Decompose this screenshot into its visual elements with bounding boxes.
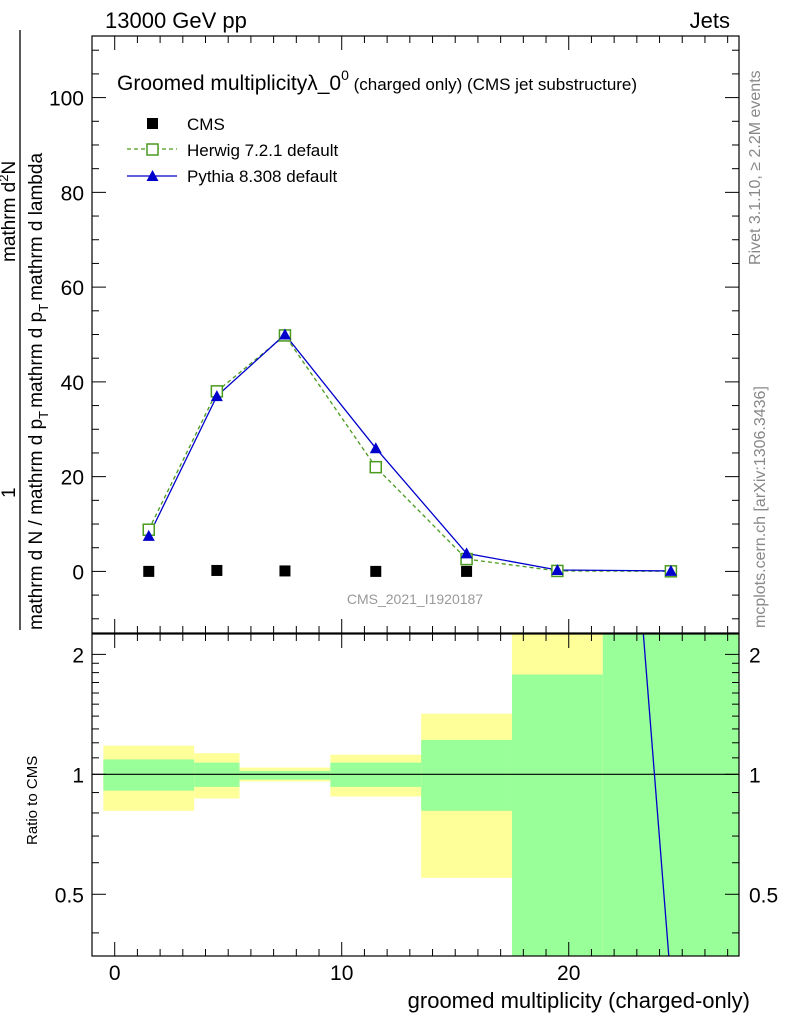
ylabel-prefix: 1: [0, 487, 20, 498]
data-point-pythia: [142, 529, 155, 541]
chart-title: Groomed multiplicityλ_00 (charged only) …: [117, 67, 637, 95]
x-tick-label: 10: [330, 962, 353, 985]
ratio-y-tick-label: 1: [72, 764, 84, 787]
rivet-label: Rivet 3.1.10, ≥ 2.2M events: [747, 70, 764, 265]
legend-item-herwig: Herwig 7.2.1 default: [127, 141, 338, 160]
data-point-cms: [461, 565, 473, 577]
y-tick-label: 0: [72, 561, 84, 584]
title-superscript: 0: [341, 67, 349, 83]
y-tick-label: 100: [49, 88, 84, 111]
mcplots-label: mcplots.cern.ch [arXiv:1306.3436]: [752, 386, 769, 628]
header-right: Jets: [690, 8, 730, 33]
data-point-cms: [279, 565, 291, 577]
data-point-pythia: [369, 442, 382, 454]
analysis-watermark: CMS_2021_I1920187: [347, 591, 483, 607]
data-point-pythia: [551, 563, 564, 575]
ratio-frame: [91, 633, 740, 957]
y-tick-label: 40: [61, 372, 84, 395]
legend-label-cms: CMS: [187, 115, 225, 134]
legend-item-pythia: Pythia 8.308 default: [127, 167, 338, 186]
inner-band-6: [602, 634, 739, 956]
y-tick-label: 60: [61, 277, 84, 300]
ratio-y-axis-label: Ratio to CMS: [24, 756, 41, 845]
data-point-pythia: [460, 547, 473, 559]
x-axis-label: groomed multiplicity (charged-only): [408, 988, 750, 1013]
data-point-pythia: [210, 390, 223, 402]
header-left: 13000 GeV pp: [105, 8, 247, 33]
main-series: [142, 328, 678, 578]
ratio-axis-ticks: 0.5 0.51 12 20 10 20: [55, 634, 778, 985]
ratio-y-tick-label: 0.5: [55, 884, 84, 907]
inner-band-0: [103, 759, 195, 791]
legend-item-cms: CMS: [147, 115, 225, 134]
ratio-uncertainty-bands: [103, 634, 739, 956]
ratio-y-tick-label-right: 0.5: [749, 884, 778, 907]
series-line-1: [148, 334, 671, 572]
y-tick-label: 80: [61, 182, 84, 205]
main-axis-ticks: 0 20 40 60 80 100: [49, 36, 739, 633]
x-tick-label: 0: [109, 962, 121, 985]
series-line-2: [148, 333, 671, 572]
data-point-cms: [370, 565, 382, 577]
ratio-y-tick-label-right: 1: [749, 764, 761, 787]
data-point-herwig: [369, 460, 383, 474]
x-tick-label: 20: [557, 962, 580, 985]
title-small: (charged only) (CMS jet substructure): [349, 75, 637, 94]
legend: CMS Herwig 7.2.1 default Pythia 8.308 de…: [127, 115, 338, 186]
inner-band-4: [421, 739, 512, 811]
data-point-cms: [143, 565, 155, 577]
legend-label-herwig: Herwig 7.2.1 default: [187, 141, 338, 160]
ratio-panel: 0.5 0.51 12 20 10 20 Ratio to CMS groomed mul…: [24, 633, 778, 1013]
ratio-y-tick-label-right: 2: [749, 644, 761, 667]
ratio-pythia-line: [642, 634, 670, 956]
ylabel-numerator: mathrm d2N: [0, 161, 20, 262]
ratio-lines: [92, 634, 739, 956]
title-main: Groomed multiplicityλ_0: [117, 72, 341, 95]
main-y-axis-label: mathrm d N / mathrm d pTmathrm d pTmathr…: [0, 30, 51, 630]
ratio-y-tick-label: 2: [72, 644, 84, 667]
data-point-cms: [211, 564, 223, 576]
y-tick-label: 20: [61, 467, 84, 490]
data-point-pythia: [664, 564, 677, 576]
legend-label-pythia: Pythia 8.308 default: [187, 167, 338, 186]
data-point-pythia: [278, 328, 291, 340]
inner-band-5: [511, 674, 603, 956]
inner-band-2: [239, 770, 331, 780]
ylabel-denominator: mathrm d N / mathrm d pTmathrm d pTmathr…: [26, 153, 51, 630]
